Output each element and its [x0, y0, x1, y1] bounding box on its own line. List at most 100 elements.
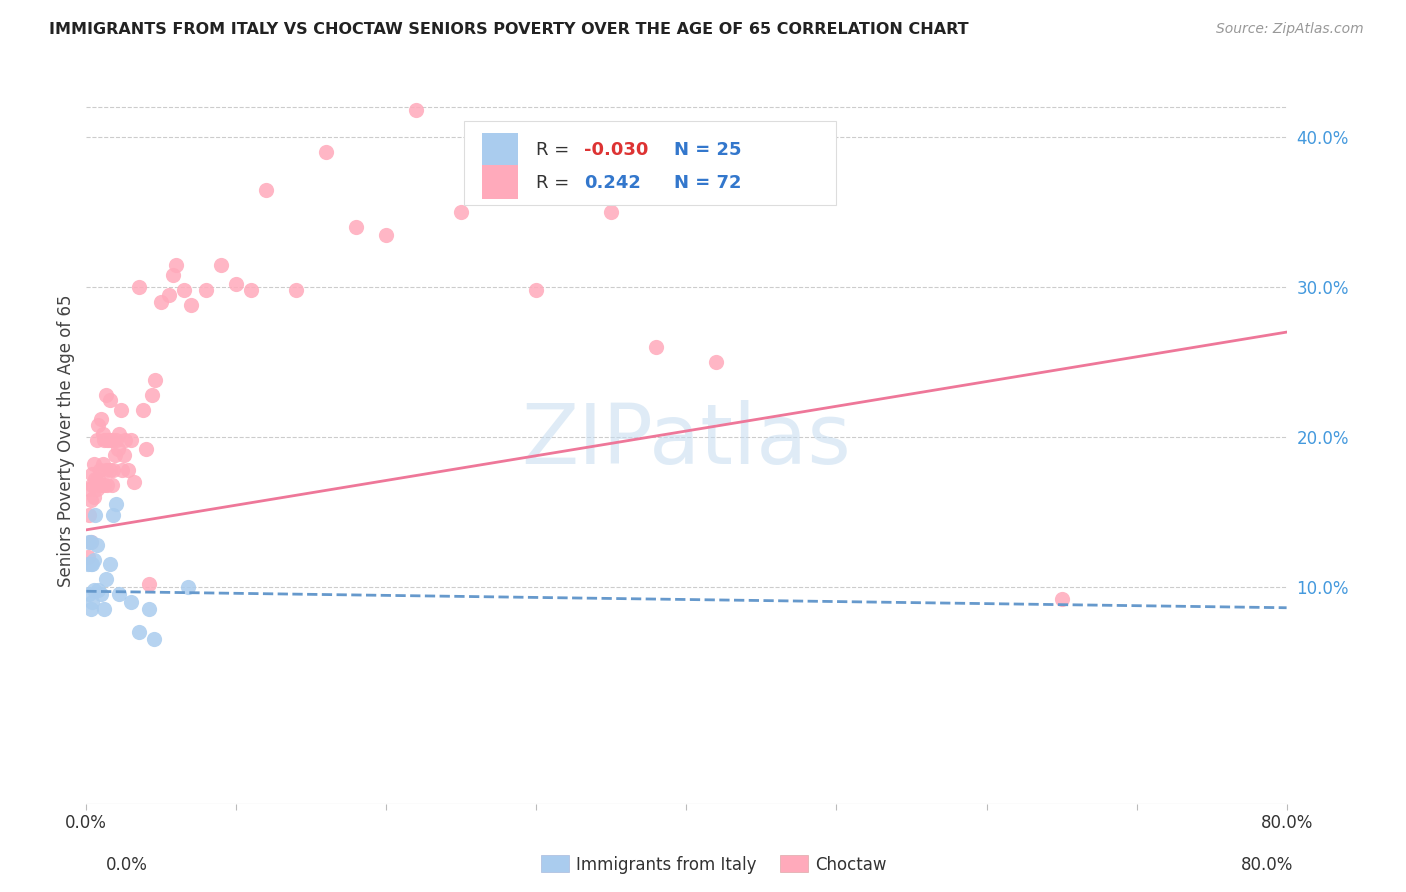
Point [195, 283, 218, 297]
Point [706, 355, 728, 369]
Point [105, 497, 128, 511]
Point [173, 283, 195, 297]
Point [80, 534, 103, 549]
Point [162, 268, 184, 282]
Point [526, 283, 548, 297]
Point [86, 538, 108, 552]
Text: N = 25: N = 25 [675, 141, 742, 159]
Point [82, 558, 104, 572]
Point [120, 433, 142, 447]
Point [87, 472, 110, 486]
Point [110, 403, 132, 417]
Point [209, 258, 232, 272]
Point [111, 463, 134, 477]
Point [450, 205, 472, 219]
Point [135, 442, 157, 456]
Point [84, 508, 107, 522]
Point [96, 478, 118, 492]
Point [344, 220, 367, 235]
Point [97, 433, 120, 447]
Point [141, 388, 163, 402]
Text: R =: R = [537, 141, 575, 159]
Point [1050, 591, 1073, 606]
Point [76, 549, 98, 564]
Point [89, 463, 111, 477]
Point [142, 632, 165, 647]
Point [108, 587, 131, 601]
Point [645, 340, 668, 354]
Text: Choctaw: Choctaw [815, 856, 887, 874]
Point [315, 145, 337, 160]
Point [82, 595, 104, 609]
Point [128, 280, 150, 294]
Text: R =: R = [537, 174, 575, 192]
Point [98, 558, 121, 572]
Point [82, 478, 104, 492]
Point [87, 417, 110, 432]
Point [93, 602, 115, 616]
Point [91, 457, 114, 471]
Point [124, 475, 146, 489]
Point [93, 478, 115, 492]
Text: 0.242: 0.242 [585, 174, 641, 192]
Point [87, 582, 110, 597]
Point [82, 467, 104, 482]
Point [91, 427, 114, 442]
Point [157, 287, 180, 301]
Point [120, 595, 142, 609]
Point [240, 283, 263, 297]
Point [405, 103, 427, 118]
Point [165, 258, 187, 272]
Point [86, 483, 108, 497]
Point [93, 433, 115, 447]
FancyBboxPatch shape [464, 121, 837, 204]
Y-axis label: Seniors Poverty Over the Age of 65: Seniors Poverty Over the Age of 65 [58, 294, 75, 587]
Point [103, 508, 125, 522]
Point [76, 558, 98, 572]
Point [96, 433, 118, 447]
Point [101, 433, 124, 447]
Text: 80.0%: 80.0% [1241, 856, 1294, 874]
Text: ZIPatlas: ZIPatlas [522, 401, 852, 481]
Point [143, 373, 166, 387]
Point [285, 283, 308, 297]
Point [79, 534, 101, 549]
Point [138, 576, 160, 591]
Point [90, 412, 112, 426]
Point [80, 492, 103, 507]
Point [80, 558, 103, 572]
Point [94, 388, 117, 402]
Text: 0.0%: 0.0% [105, 856, 148, 874]
Point [132, 403, 155, 417]
Point [112, 448, 135, 462]
Point [150, 295, 173, 310]
Point [94, 463, 117, 477]
Point [83, 457, 105, 471]
Point [79, 483, 101, 497]
Point [225, 277, 247, 292]
Text: N = 72: N = 72 [675, 174, 742, 192]
Point [254, 183, 277, 197]
FancyBboxPatch shape [482, 165, 519, 200]
Point [180, 298, 202, 312]
Point [114, 433, 136, 447]
Point [600, 205, 623, 219]
Text: -0.030: -0.030 [585, 141, 648, 159]
Point [90, 587, 112, 601]
Text: Immigrants from Italy: Immigrants from Italy [576, 856, 756, 874]
Point [86, 433, 108, 447]
Point [90, 478, 112, 492]
Point [84, 472, 107, 486]
Point [80, 602, 103, 616]
FancyBboxPatch shape [482, 134, 519, 169]
Text: Source: ZipAtlas.com: Source: ZipAtlas.com [1216, 22, 1364, 37]
Point [98, 463, 121, 477]
Point [117, 463, 139, 477]
Text: IMMIGRANTS FROM ITALY VS CHOCTAW SENIORS POVERTY OVER THE AGE OF 65 CORRELATION : IMMIGRANTS FROM ITALY VS CHOCTAW SENIORS… [49, 22, 969, 37]
Point [83, 490, 105, 504]
Point [177, 580, 200, 594]
Point [94, 572, 117, 586]
Point [107, 442, 129, 456]
Point [98, 392, 121, 407]
Point [79, 587, 101, 601]
